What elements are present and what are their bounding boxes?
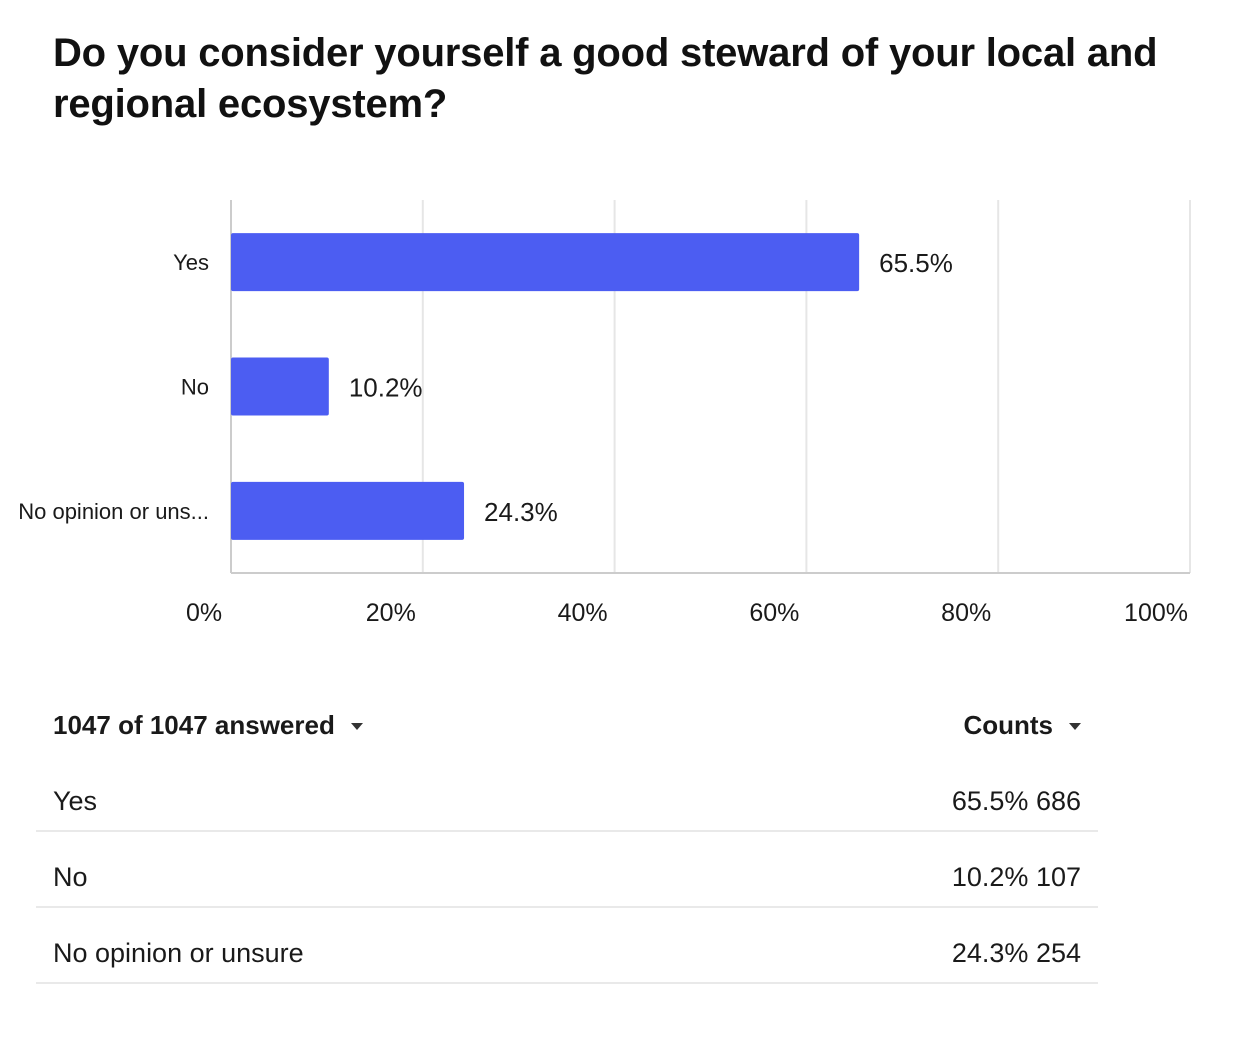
row-values: 65.5% 686 <box>952 786 1081 817</box>
summary-header: 1047 of 1047 answered Counts <box>36 700 1098 756</box>
category-label: No <box>181 375 209 400</box>
question-title: Do you consider yourself a good steward … <box>53 31 1158 126</box>
x-tick-label: 40% <box>558 599 608 627</box>
row-values: 24.3% 254 <box>952 938 1081 969</box>
caret-down-icon <box>350 722 363 730</box>
x-tick-label: 20% <box>366 599 416 627</box>
answered-filter-dropdown[interactable]: 1047 of 1047 answered <box>53 710 363 741</box>
table-row: Yes 65.5% 686 <box>36 756 1098 832</box>
bar <box>231 233 860 292</box>
value-label: 10.2% <box>349 373 423 403</box>
value-label: 24.3% <box>484 497 558 527</box>
bar-chart: 0% 20% 40% 60% 80% 100% Yes 65.5% No 10.2% No opin… <box>18 200 1191 627</box>
row-percent: 65.5% <box>951 786 1029 816</box>
x-tick-label: 60% <box>749 599 799 627</box>
caret-down-icon <box>1069 722 1081 730</box>
value-label: 65.5% <box>879 248 953 278</box>
row-values: 10.2% 107 <box>952 862 1081 893</box>
counts-dropdown[interactable]: Counts <box>963 710 1081 741</box>
row-count: 254 <box>1035 938 1081 968</box>
row-percent: 24.3% <box>951 938 1029 968</box>
table-row: No opinion or unsure 24.3% 254 <box>36 908 1098 984</box>
labels: 0% 20% 40% 60% 80% 100% Yes 65.5% No 10.2% No opin… <box>18 248 1188 627</box>
row-label: No <box>53 862 88 892</box>
x-tick-label: 80% <box>941 599 991 627</box>
row-count: 686 <box>1035 786 1081 816</box>
counts-label: Counts <box>963 710 1053 740</box>
row-label: No opinion or unsure <box>53 938 304 968</box>
category-label: No opinion or uns... <box>18 499 209 524</box>
row-label: Yes <box>53 786 98 816</box>
x-tick-label: 100% <box>1124 599 1188 627</box>
response-summary: 1047 of 1047 answered Counts Yes 65.5% 6… <box>36 700 1098 984</box>
table-row: No 10.2% 107 <box>36 832 1098 908</box>
answered-label: 1047 of 1047 answered <box>53 710 335 740</box>
category-label: Yes <box>173 250 209 275</box>
row-percent: 10.2% <box>951 862 1029 892</box>
bar <box>231 481 465 540</box>
bars <box>231 233 860 540</box>
x-tick-label: 0% <box>186 599 222 627</box>
bar <box>231 357 329 416</box>
row-count: 107 <box>1035 862 1081 892</box>
